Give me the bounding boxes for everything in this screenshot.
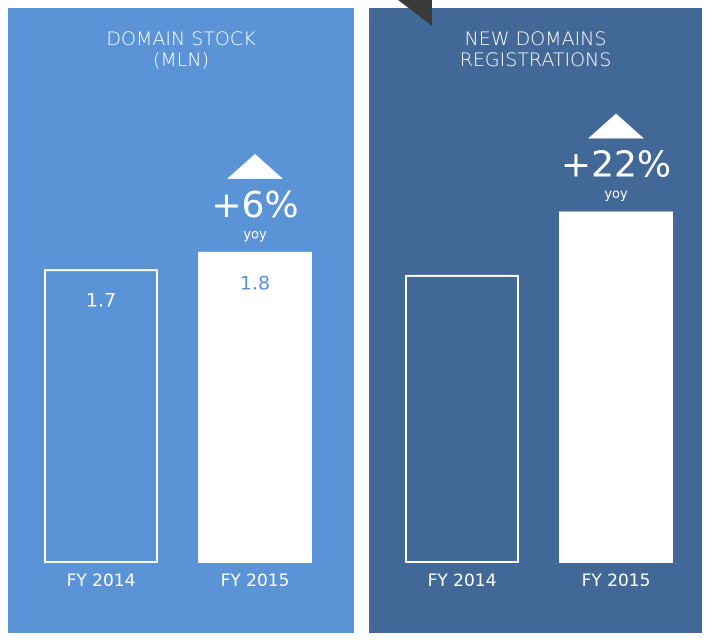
change-note: yoy <box>243 227 267 242</box>
change-arrow <box>588 113 644 139</box>
x-tick-label: FY 2015 <box>582 571 651 591</box>
bar <box>198 251 312 563</box>
x-tick-label: FY 2014 <box>67 571 136 591</box>
change-label: +22% <box>561 145 671 186</box>
chart-title: DOMAIN STOCK (MLN) <box>106 28 256 71</box>
change-note: yoy <box>604 187 628 202</box>
x-tick-label: FY 2015 <box>221 571 290 591</box>
chart-title: NEW DOMAINS REGISTRATIONS <box>459 28 612 71</box>
data-label: 1.8 <box>240 272 270 294</box>
change-label: +6% <box>211 185 298 226</box>
bar <box>559 211 673 563</box>
bar <box>405 274 519 563</box>
data-label: 1.7 <box>86 290 116 312</box>
x-tick-label: FY 2014 <box>428 571 497 591</box>
change-arrow <box>227 153 283 179</box>
decor-triangle <box>398 0 432 26</box>
bar <box>44 269 158 563</box>
